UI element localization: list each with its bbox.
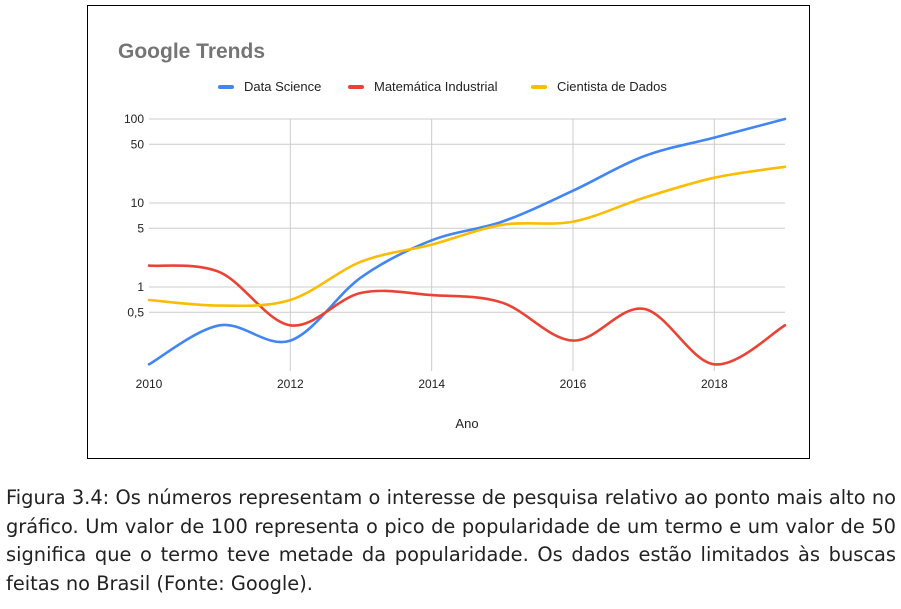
chart-frame: Google Trends Data Science Matemática Ind…: [87, 5, 810, 459]
legend-label: Data Science: [244, 79, 321, 94]
x-tick-label: 2016: [560, 377, 587, 391]
y-tick-label: 5: [137, 221, 144, 235]
series-line-0: [147, 117, 787, 366]
x-axis-label: Ano: [455, 416, 478, 431]
x-axis-ticks: 2010 2012 2014 2016 2018: [136, 377, 728, 391]
figure-caption: Figura 3.4: Os números representam o int…: [6, 486, 896, 595]
x-tick-label: 2010: [136, 377, 163, 391]
series-line-2: [147, 165, 787, 308]
gridlines: [149, 118, 785, 371]
legend-label: Cientista de Dados: [557, 79, 667, 94]
x-tick-label: 2012: [277, 377, 304, 391]
chart-title: Google Trends: [118, 40, 265, 63]
y-axis-ticks: 100 50 10 5 1 0,5: [124, 112, 144, 319]
y-tick-label: 50: [131, 137, 145, 151]
series-line-1: [147, 264, 787, 366]
legend: Data Science Matemática Industrial Cientis…: [218, 79, 667, 94]
y-tick-label: 10: [131, 196, 145, 210]
chart: Google Trends Data Science Matemática Ind…: [118, 40, 787, 431]
y-tick-label: 1: [137, 280, 144, 294]
y-tick-label: 0,5: [127, 305, 144, 319]
legend-label: Matemática Industrial: [374, 79, 498, 94]
x-tick-label: 2018: [701, 377, 728, 391]
x-tick-label: 2014: [418, 377, 445, 391]
series-lines: [147, 117, 787, 366]
y-tick-label: 100: [124, 112, 144, 126]
